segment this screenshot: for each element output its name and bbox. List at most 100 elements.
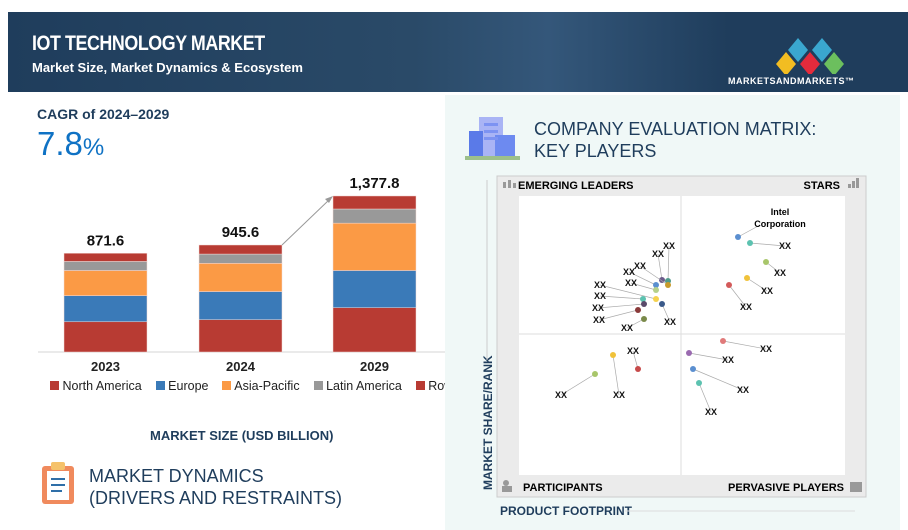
company-label: XX (705, 407, 717, 417)
cagr-label: CAGR of 2024–2029 (37, 106, 170, 122)
company-label: XX (613, 390, 625, 400)
matrix-title-line2: KEY PLAYERS (534, 141, 657, 161)
y-axis-label: MARKET SHARE/RANK (481, 355, 495, 490)
dynamics-line2: (DRIVERS AND RESTRAINTS) (89, 488, 343, 508)
company-dot[interactable] (641, 301, 647, 307)
company-label: XX (594, 280, 606, 290)
leader-line (698, 382, 712, 413)
legend-swatch (155, 381, 165, 390)
cagr-unit: % (82, 134, 105, 161)
evaluation-matrix: EMERGING LEADERS STARS PARTICIPANTS PERV… (481, 175, 867, 518)
company-dot[interactable] (726, 282, 732, 288)
company-dot[interactable] (720, 338, 726, 344)
cagr-value: 7.8% (37, 125, 104, 163)
intel-label-2: Corporation (754, 219, 806, 229)
bar-segment-row (332, 195, 417, 210)
growth-arrow (281, 198, 331, 246)
quadrant-pervasive-players: PERVASIVE PLAYERS (728, 482, 844, 494)
company-label: XX (774, 268, 786, 278)
legend-label: Europe (168, 379, 209, 393)
dynamics-line1: MARKET DYNAMICS (89, 466, 264, 486)
company-label: XX (652, 249, 664, 259)
leader-line (722, 340, 767, 350)
legend: North America Europe Asia-Pacific Latin … (50, 379, 463, 393)
company-label: XX (761, 286, 773, 296)
legend-swatch (222, 381, 232, 390)
bar-segment-latin-america (63, 261, 148, 271)
leader-line (612, 354, 620, 396)
company-dot[interactable] (686, 350, 692, 356)
leader-line (737, 224, 761, 238)
company-dot[interactable] (640, 296, 646, 302)
bar-segment-asia-pacific (63, 270, 148, 296)
x-axis-label: PRODUCT FOOTPRINT (500, 504, 633, 518)
legend-item: North America (50, 379, 142, 393)
quadrant-emerging-leaders: EMERGING LEADERS (518, 180, 634, 192)
company-dot[interactable] (659, 301, 665, 307)
x-tick-label: 2023 (91, 359, 120, 374)
legend-swatch (415, 381, 425, 390)
company-dot[interactable] (659, 277, 665, 283)
logo-text: MARKETSANDMARKETS™ (728, 76, 855, 86)
company-label: XX (592, 303, 604, 313)
market-size-chart: 871.6 2023 945.6 2024 1,377.8 2029 (38, 175, 445, 374)
company-dot[interactable] (763, 259, 769, 265)
leader-line (639, 265, 669, 286)
trend-icon (503, 180, 516, 188)
leader-line (661, 303, 671, 323)
company-dot[interactable] (744, 275, 750, 281)
company-dot[interactable] (610, 352, 616, 358)
leader-line (626, 318, 645, 329)
bar-segment-north-america (332, 307, 417, 353)
company-label: XX (625, 278, 637, 288)
bar-total-label: 945.6 (222, 224, 260, 241)
page-subtitle: Market Size, Market Dynamics & Ecosystem (32, 60, 303, 75)
company-dot[interactable] (653, 282, 659, 288)
leader-line (632, 350, 639, 370)
company-dot[interactable] (653, 296, 659, 302)
company-label: XX (663, 241, 675, 251)
quadrant-participants: PARTICIPANTS (523, 482, 603, 494)
legend-label: Asia-Pacific (234, 379, 300, 393)
market-dynamics-heading: MARKET DYNAMICS (DRIVERS AND RESTRAINTS) (89, 465, 342, 509)
clipboard-icon (42, 462, 74, 504)
company-label: XX (634, 261, 646, 271)
leader-line (749, 242, 786, 247)
people-icon (502, 480, 512, 492)
leader-line (630, 282, 657, 291)
company-dot[interactable] (635, 366, 641, 372)
company-label: XX (737, 385, 749, 395)
company-dot[interactable] (641, 316, 647, 322)
legend-item: Asia-Pacific (222, 379, 300, 393)
leader-line (667, 245, 670, 282)
company-label: XX (740, 302, 752, 312)
legend-swatch (50, 381, 59, 390)
leader-line (728, 284, 747, 308)
company-dot[interactable] (747, 240, 753, 246)
company-label: XX (593, 315, 605, 325)
x-tick-label: 2024 (226, 359, 256, 374)
leader-line (746, 277, 768, 292)
legend-label: North America (62, 379, 142, 393)
quadrant-stars: STARS (804, 180, 840, 192)
bar-segment-north-america (63, 321, 148, 353)
building-icon (465, 117, 520, 160)
cagr-number: 7.8 (37, 125, 83, 162)
chart-xlabel: MARKET SIZE (USD BILLION) (150, 428, 334, 443)
company-dot[interactable] (592, 371, 598, 377)
header-banner: IOT TECHNOLOGY MARKET Market Size, Marke… (8, 12, 908, 92)
company-dot[interactable] (653, 287, 659, 293)
company-dot[interactable] (696, 380, 702, 386)
leader-line (599, 295, 644, 300)
company-dot[interactable] (635, 307, 641, 313)
marketsandmarkets-logo: MARKETSANDMARKETS™ (728, 26, 878, 86)
bar-segment-europe (332, 270, 417, 308)
company-dot[interactable] (690, 366, 696, 372)
company-dot[interactable] (735, 234, 741, 240)
company-dot[interactable] (665, 282, 671, 288)
bar-segment-europe (198, 291, 283, 320)
page-title: IOT TECHNOLOGY MARKET (32, 32, 265, 55)
bar-segment-asia-pacific (198, 263, 283, 292)
bar-segment-row (63, 253, 148, 262)
company-label: XX (555, 390, 567, 400)
